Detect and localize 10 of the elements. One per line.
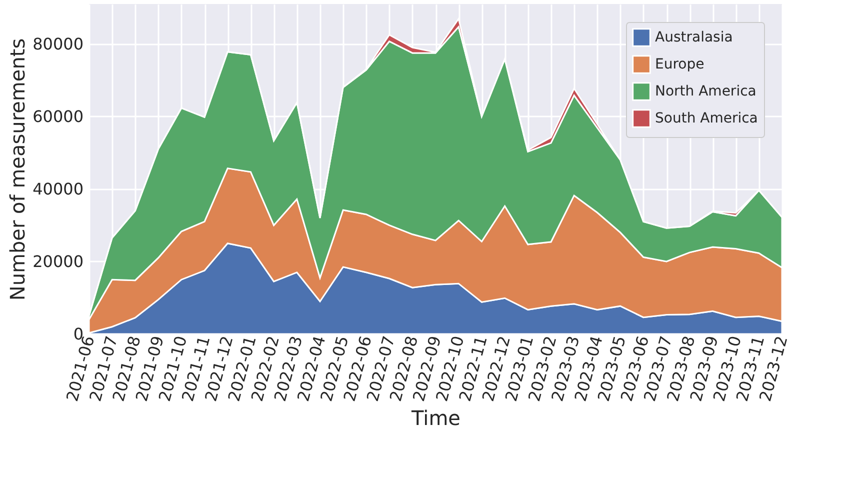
legend-label: Europe <box>655 56 704 72</box>
legend-label: South America <box>655 110 758 126</box>
y-tick-label: 60000 <box>32 106 84 126</box>
y-tick-label: 80000 <box>32 34 84 54</box>
legend-label: North America <box>655 84 756 100</box>
x-axis-title: Time <box>410 406 460 430</box>
y-tick-label: 40000 <box>32 179 84 198</box>
y-axis-title: Number of measurements <box>6 38 30 301</box>
y-tick-label: 20000 <box>32 252 84 271</box>
legend-label: Australasia <box>655 30 733 46</box>
